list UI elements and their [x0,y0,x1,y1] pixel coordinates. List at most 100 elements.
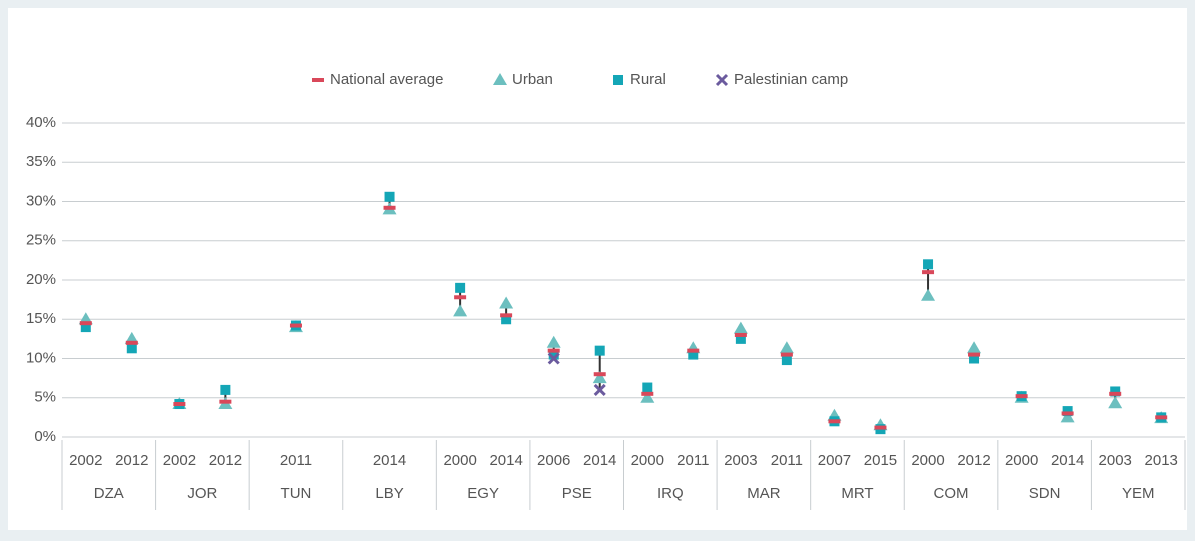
y-tick-label: 25% [26,232,56,249]
x-tick-label: 2012 [957,452,990,469]
group-label: YEM [1122,485,1155,502]
x-tick-label: 2003 [724,452,757,469]
national-mark [173,402,186,407]
group-label: JOR [187,485,217,502]
y-tick-label: 5% [34,389,56,406]
urban-mark [1060,410,1075,423]
rural-mark [548,349,559,360]
urban-mark [733,321,748,334]
urban-mark [592,371,607,384]
x-tick-label: 2011 [280,452,312,469]
legend-swatch [312,78,324,82]
national-mark [1155,415,1168,420]
legend-swatch [613,75,623,85]
rural-mark [969,353,980,364]
rural-mark [455,282,466,293]
national-mark [219,399,232,404]
national-mark [547,348,560,353]
national-mark [289,323,302,328]
rural-mark [80,322,91,333]
national-mark [641,391,654,396]
national-mark [1109,391,1122,396]
x-tick-label: 2011 [771,452,803,469]
x-tick-label: 2000 [631,452,664,469]
group-label: MRT [841,485,873,502]
x-tick-label: 2011 [677,452,709,469]
legend-label: Urban [512,71,553,88]
group-label: LBY [375,485,403,502]
rural-mark [642,382,653,393]
x-tick-label: 2007 [818,452,851,469]
rural-mark [220,384,231,395]
group-label: TUN [281,485,312,502]
national-mark [687,348,700,353]
x-tick-label: 2002 [163,452,196,469]
urban-mark [453,304,468,317]
x-tick-label: 2015 [864,452,897,469]
camp-mark [593,383,606,396]
rural-mark [735,333,746,344]
rural-mark [1062,406,1073,417]
national-mark [125,340,138,345]
x-tick-label: 2012 [209,452,242,469]
x-tick-label: 2014 [373,452,406,469]
national-mark [454,295,467,300]
x-tick-label: 2002 [69,452,102,469]
rural-mark [923,259,934,270]
national-mark [1015,394,1028,399]
x-tick-label: 2000 [443,452,476,469]
x-tick-label: 2014 [1051,452,1084,469]
x-tick-label: 2014 [489,452,522,469]
y-tick-label: 30% [26,192,56,209]
national-mark [828,419,841,424]
y-tick-label: 10% [26,349,56,366]
x-tick-label: 2000 [911,452,944,469]
legend-swatch [715,73,729,87]
urban-mark [499,296,514,309]
panel [8,8,1187,530]
x-tick-label: 2003 [1099,452,1132,469]
legend-label: Rural [630,71,666,88]
x-tick-label: 2012 [115,452,148,469]
legend-swatch [493,73,507,85]
x-tick-label: 2013 [1145,452,1178,469]
national-mark [1061,411,1074,416]
urban-mark [921,288,936,301]
national-mark [79,321,92,326]
national-mark [500,313,513,318]
group-label: DZA [94,485,124,502]
national-mark [874,425,887,430]
rural-mark [688,349,699,360]
national-mark [922,270,935,275]
national-mark [593,372,606,377]
legend-label: Palestinian camp [734,71,848,88]
rural-mark [781,355,792,366]
group-label: SDN [1029,485,1061,502]
y-tick-label: 0% [34,428,56,445]
rural-mark [501,314,512,325]
y-tick-label: 20% [26,271,56,288]
group-label: MAR [747,485,781,502]
group-label: EGY [467,485,499,502]
rural-mark [594,345,605,356]
y-tick-label: 15% [26,310,56,327]
camp-mark [547,352,560,365]
x-tick-label: 2014 [583,452,616,469]
y-tick-label: 40% [26,114,56,131]
urban-mark [1108,396,1123,409]
national-mark [383,205,396,210]
rural-mark [126,343,137,354]
national-mark [780,352,793,357]
national-mark [968,352,981,357]
rural-mark [384,191,395,202]
urban-mark [640,390,655,403]
legend-label: National average [330,71,443,88]
national-mark [734,332,747,337]
y-tick-label: 35% [26,153,56,170]
group-label: PSE [562,485,592,502]
x-tick-label: 2006 [537,452,570,469]
urban-mark [967,341,982,354]
rural-mark [1110,386,1121,397]
